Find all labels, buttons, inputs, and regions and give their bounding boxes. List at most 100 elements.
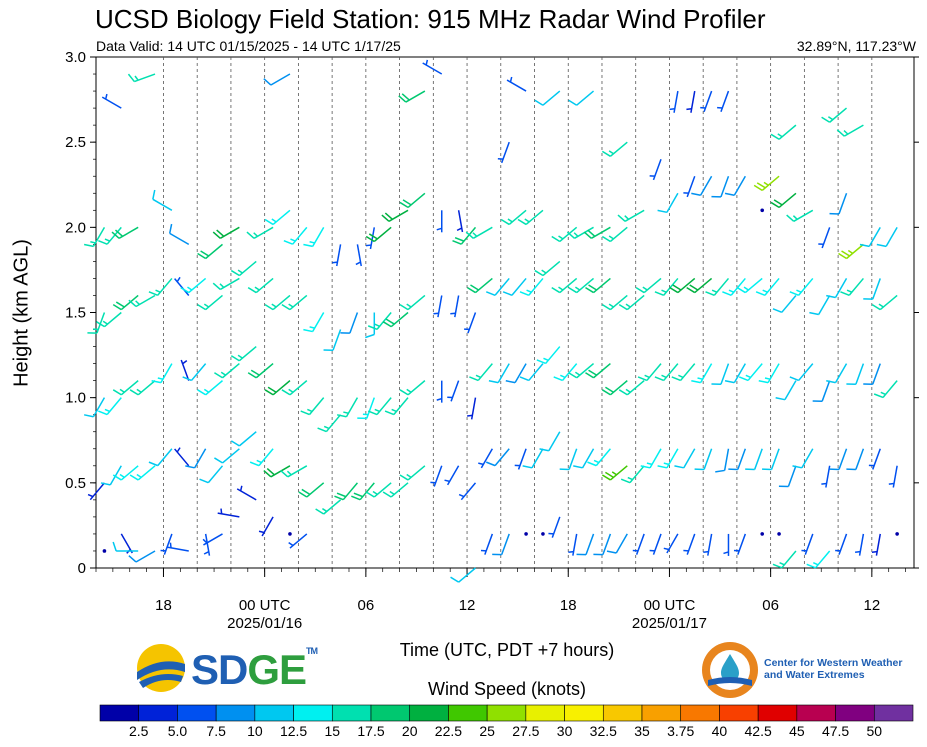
wind-barb [649, 533, 662, 555]
colorbar-swatch [177, 704, 217, 722]
sdge-logo: SDGETM [135, 640, 325, 696]
wind-barb [792, 448, 814, 469]
wind-barb [317, 414, 342, 433]
wind-barb [422, 59, 443, 75]
wind-barb [214, 363, 240, 379]
wind-barb [683, 533, 696, 555]
wind-barb [755, 277, 780, 296]
wind-barb [826, 278, 848, 299]
wind-barb [264, 380, 291, 396]
wind-barb [722, 277, 746, 296]
wind-barb [703, 533, 713, 556]
wind-barb [715, 448, 730, 473]
x-tick-label: 18 [155, 597, 172, 614]
wind-barb [430, 465, 443, 487]
colorbar-tick-label: 27.5 [512, 723, 539, 739]
colorbar-swatch [138, 704, 178, 722]
wind-barb [663, 533, 679, 554]
colorbar-tick-label: 2.5 [129, 723, 149, 739]
sdge-sun-icon [137, 644, 185, 692]
colorbar-swatch [448, 704, 488, 722]
wind-barb [112, 294, 139, 311]
wind-barb [264, 209, 291, 226]
colorbar-tick-label: 15 [324, 723, 340, 739]
wind-barb [100, 465, 122, 486]
wind-barb [505, 363, 527, 384]
colorbar-swatch [409, 704, 449, 722]
wind-barb [112, 465, 139, 481]
y-tick-label: 2.5 [65, 134, 86, 151]
wind-barb [821, 465, 831, 488]
wind-barb [770, 124, 797, 140]
wind-barb [212, 226, 240, 239]
wind-barb [202, 533, 223, 546]
wind-barb [382, 482, 409, 498]
colorbar-swatch [680, 704, 720, 722]
x-tick-label: 12 [459, 597, 476, 614]
wind-barb [249, 448, 274, 467]
wind-barb [568, 363, 595, 379]
wind-barb [230, 431, 257, 447]
wind-barb [258, 516, 274, 537]
wind-barb [826, 363, 848, 384]
wind-barb [733, 533, 747, 555]
wind-barb [485, 448, 510, 467]
wind-barb [671, 363, 696, 382]
wind-barb [174, 447, 190, 467]
wind-barb [536, 346, 561, 365]
calm-wind-dot [760, 208, 765, 213]
wind-barb [876, 226, 898, 248]
wind-barb [98, 397, 122, 416]
wind-barb [436, 210, 443, 233]
wind-barb [534, 260, 561, 277]
wind-barb [214, 448, 240, 464]
wind-barb [724, 363, 746, 384]
wind-barb [502, 277, 527, 296]
wind-barb [657, 192, 679, 214]
y-tick-label: 3.0 [65, 49, 86, 66]
wind-barb [654, 363, 679, 382]
wind-barb [723, 533, 730, 556]
wind-barb [691, 175, 713, 197]
wind-barb [281, 294, 308, 311]
wind-barb [283, 226, 308, 245]
wind-barb [632, 533, 645, 555]
colorbar-tick-label: 50 [866, 723, 882, 739]
wind-barb [488, 363, 510, 384]
wind-barb [859, 226, 881, 248]
wind-barb [772, 550, 797, 569]
calm-wind-dot [524, 532, 528, 536]
calm-wind-dot [777, 532, 781, 536]
wind-barb [585, 277, 611, 294]
cw3e-text: Center for Western Weather and Water Ext… [764, 657, 903, 681]
wind-barb [686, 277, 713, 294]
wind-barb [683, 175, 696, 198]
calm-wind-dot [760, 532, 765, 536]
wind-barb [480, 533, 494, 555]
wind-barb [199, 465, 224, 484]
wind-barb [789, 363, 814, 382]
colorbar-swatch [215, 704, 256, 722]
wind-barb [467, 397, 477, 420]
wind-barb [686, 90, 696, 113]
wind-barb [365, 227, 376, 250]
colorbar-swatch [873, 704, 914, 722]
wind-barb [801, 533, 814, 555]
wind-barb [593, 533, 612, 556]
colorbar-swatch [293, 704, 333, 722]
wind-barb [724, 175, 746, 197]
y-tick-label: 1.5 [65, 305, 86, 322]
wind-barb [197, 294, 223, 311]
wind-barb [336, 397, 359, 418]
chart-title: UCSD Biology Field Station: 915 MHz Rada… [95, 4, 766, 34]
wind-barb [236, 485, 257, 501]
wind-barb [775, 380, 797, 401]
cw3e-water-drop-icon [702, 642, 758, 698]
wind-barb [465, 226, 493, 239]
wind-barb [247, 277, 274, 294]
colorbar-swatch [719, 704, 759, 722]
wind-barb [467, 277, 493, 294]
colorbar-label: Wind Speed (knots) [427, 679, 587, 699]
wind-barb [280, 465, 308, 478]
